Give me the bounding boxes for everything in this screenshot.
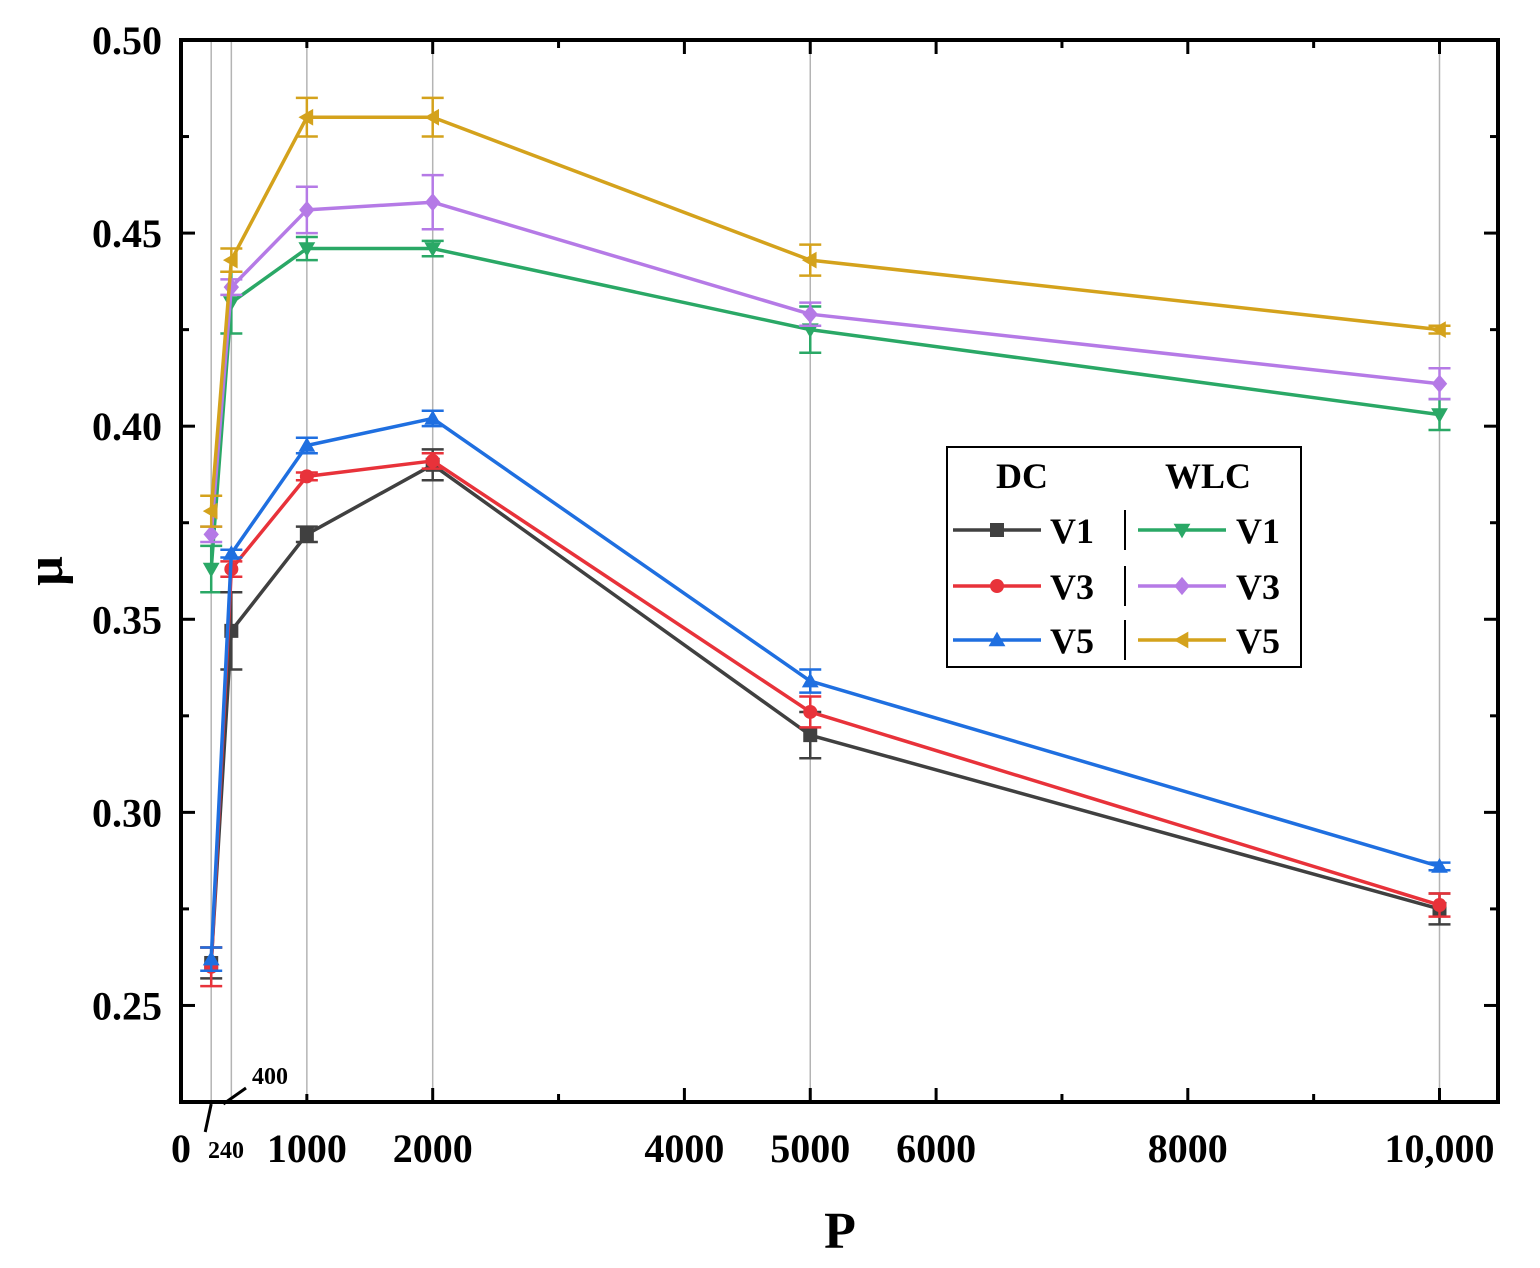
x-tick-label: 0 (171, 1126, 191, 1171)
y-tick-label: 0.45 (92, 211, 162, 256)
plot-frame (179, 38, 1500, 1104)
legend-header-dc: DC (996, 456, 1048, 496)
data-point (803, 728, 818, 743)
legend-label: V3 (1236, 567, 1280, 607)
data-point (1431, 858, 1448, 873)
legend-swatch-marker (988, 631, 1006, 647)
series-wlc-v5 (200, 96, 1451, 528)
data-point (424, 242, 442, 257)
data-point (425, 453, 440, 468)
legend-label: V3 (1050, 567, 1094, 607)
data-point (298, 437, 316, 452)
data-point (299, 469, 314, 484)
data-point (202, 502, 218, 520)
legend-swatch-marker (1173, 631, 1189, 649)
data-point (1431, 374, 1448, 393)
annotation-label-400: 400 (252, 1064, 288, 1090)
data-point (222, 251, 238, 269)
data-point (299, 200, 315, 220)
data-point (222, 545, 240, 560)
series-wlc-v3 (200, 173, 1451, 544)
data-point (801, 251, 817, 269)
x-axis-title: P (824, 1203, 856, 1260)
x-tick-label: 8000 (1148, 1126, 1228, 1171)
data-point (803, 704, 818, 719)
data-point (801, 672, 819, 688)
y-tick-label: 0.25 (92, 983, 162, 1028)
annotation-label-240: 240 (208, 1138, 244, 1164)
x-tick-label: 5000 (770, 1126, 850, 1171)
legend-swatch-marker (990, 579, 1004, 593)
legend-label: V5 (1236, 621, 1280, 661)
y-tick-label: 0.30 (92, 790, 162, 835)
series-line (209, 416, 1440, 960)
axis-ticks (179, 38, 1498, 1104)
x-tick-label: 6000 (896, 1126, 976, 1171)
x-tick-label: 4000 (644, 1126, 724, 1171)
data-point (802, 305, 818, 324)
legend: DC WLC V1 V3 V5 V1 V3 V5 (946, 446, 1302, 668)
legend-items: V1 V3 V5 V1 V3 V5 (953, 510, 1280, 661)
y-axis-title: μ (17, 556, 74, 585)
x-annotations: 240 400 (203, 1064, 288, 1164)
data-point (298, 108, 314, 126)
y-tick-label: 0.50 (92, 18, 162, 63)
data-point (1431, 408, 1448, 423)
data-point (424, 108, 439, 126)
data-point (298, 242, 316, 257)
legend-label: V1 (1050, 511, 1094, 551)
x-tick-labels: 0 1000 2000 4000 5000 6000 8000 10,000 (171, 1126, 1495, 1171)
data-point (202, 562, 220, 578)
data-point (299, 527, 314, 542)
legend-header-wlc: WLC (1165, 456, 1251, 496)
data-point (425, 193, 441, 212)
data-point (1431, 321, 1446, 339)
data-series (200, 96, 1451, 988)
annotation-pointer-240 (203, 1103, 213, 1133)
data-point (202, 950, 220, 966)
annotation-pointer-400 (222, 1086, 247, 1106)
x-tick-label: 1000 (267, 1126, 347, 1171)
data-point (203, 525, 219, 544)
legend-label: V1 (1236, 511, 1280, 551)
legend-label: V5 (1050, 621, 1094, 661)
y-tick-label: 0.35 (92, 597, 162, 642)
x-tick-label: 2000 (393, 1126, 473, 1171)
data-point (1432, 898, 1447, 913)
series-line (209, 115, 1440, 512)
x-tick-label: 10,000 (1385, 1126, 1495, 1171)
legend-swatch-marker (990, 523, 1004, 537)
data-point (424, 410, 442, 425)
y-tick-labels: 0.25 0.30 0.35 0.40 0.45 0.50 (92, 18, 162, 1028)
legend-swatch-marker (1173, 523, 1191, 539)
series-line (209, 463, 1440, 964)
y-tick-label: 0.40 (92, 404, 162, 449)
series-line (209, 200, 1440, 535)
legend-swatch-marker (1174, 576, 1190, 596)
series-dc-v5 (200, 409, 1451, 972)
